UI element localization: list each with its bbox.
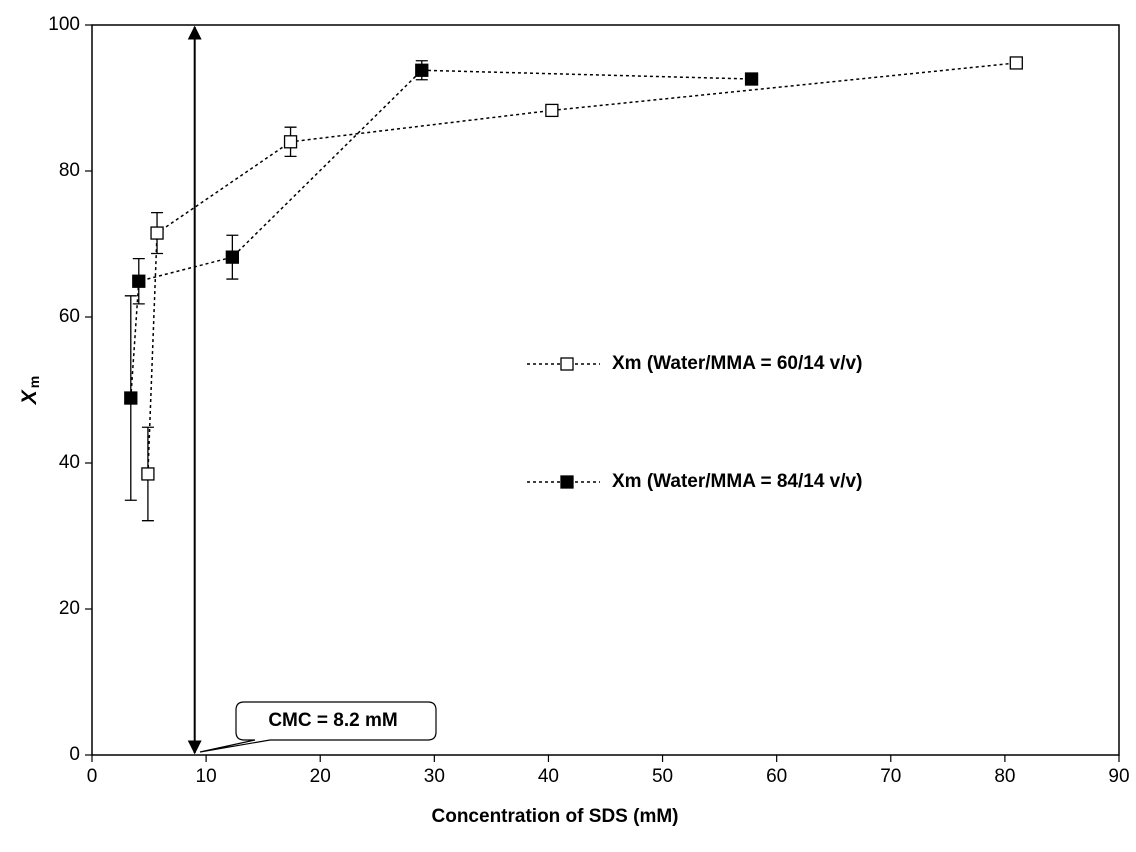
legend-label: Xm (Water/MMA = 84/14 v/v) [612,471,862,492]
data-point [283,135,298,149]
callout-text: CMC = 8.2 mM [268,710,397,731]
x-axis-label: Concentration of SDS (mM) [432,806,679,827]
plot-area [91,24,1120,756]
y-tick-label: 20 [59,598,80,619]
x-tick-label: 30 [424,766,445,787]
y-tick-label: 100 [48,14,80,35]
x-tick-label: 20 [310,766,331,787]
callout-box [199,701,437,753]
data-point [225,250,240,264]
series-line [147,62,1017,474]
x-tick-label: 80 [994,766,1015,787]
x-tick-label: 10 [196,766,217,787]
x-tick-label: 90 [1108,766,1129,787]
y-label-main: X [18,388,41,405]
y-tick-label: 0 [69,744,80,765]
x-tick-label: 40 [538,766,559,787]
data-point [150,226,164,240]
y-tick-label: 40 [59,452,80,473]
legend-marker [560,475,574,489]
legend-label: Xm (Water/MMA = 60/14 v/v) [612,353,862,374]
y-tick-label: 80 [59,160,80,181]
data-point [1009,56,1023,70]
data-point [132,274,146,288]
y-axis-label: Xm [18,376,42,405]
data-point [744,72,759,86]
x-tick-label: 60 [766,766,787,787]
legend-marker [560,357,574,371]
data-point [141,467,155,481]
y-label-sub: m [26,376,42,388]
x-tick-label: 0 [87,766,98,787]
x-tick-label: 70 [880,766,901,787]
data-point [545,103,559,118]
data-point [415,63,429,77]
y-tick-label: 60 [59,306,80,327]
x-tick-label: 50 [652,766,673,787]
series-line [130,69,752,399]
data-point [124,391,138,405]
